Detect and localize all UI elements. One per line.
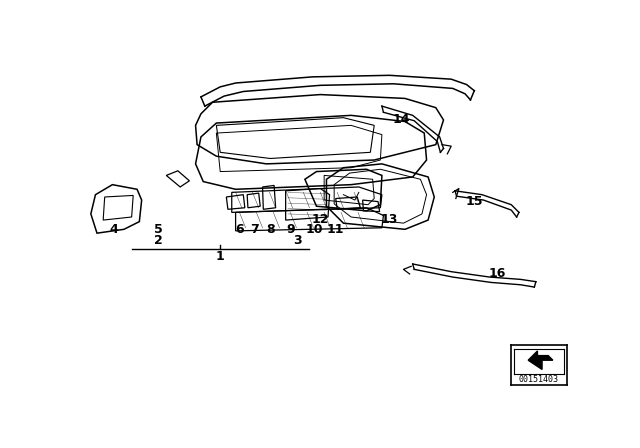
Text: 1: 1 [216, 250, 225, 263]
Text: 4: 4 [109, 223, 118, 236]
Text: 8: 8 [266, 223, 275, 236]
Text: 16: 16 [489, 267, 506, 280]
Text: 00151403: 00151403 [519, 375, 559, 384]
Text: 3: 3 [293, 234, 301, 247]
Text: 11: 11 [327, 223, 344, 236]
Text: 2: 2 [154, 234, 163, 247]
Text: 6: 6 [235, 223, 244, 236]
Text: 7: 7 [250, 223, 259, 236]
Text: 15: 15 [465, 195, 483, 208]
Text: 10: 10 [305, 223, 323, 236]
Text: 5: 5 [154, 223, 163, 236]
Text: 14: 14 [392, 113, 410, 126]
Polygon shape [528, 351, 553, 370]
Text: 9: 9 [287, 223, 295, 236]
Text: 12: 12 [312, 213, 329, 226]
Text: 13: 13 [381, 213, 398, 226]
